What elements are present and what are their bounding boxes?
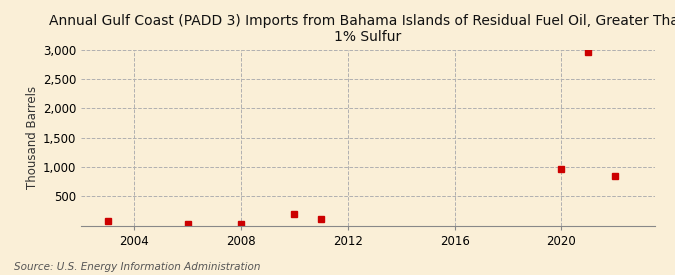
Text: Source: U.S. Energy Information Administration: Source: U.S. Energy Information Administ…	[14, 262, 260, 272]
Y-axis label: Thousand Barrels: Thousand Barrels	[26, 86, 38, 189]
Title: Annual Gulf Coast (PADD 3) Imports from Bahama Islands of Residual Fuel Oil, Gre: Annual Gulf Coast (PADD 3) Imports from …	[49, 14, 675, 44]
